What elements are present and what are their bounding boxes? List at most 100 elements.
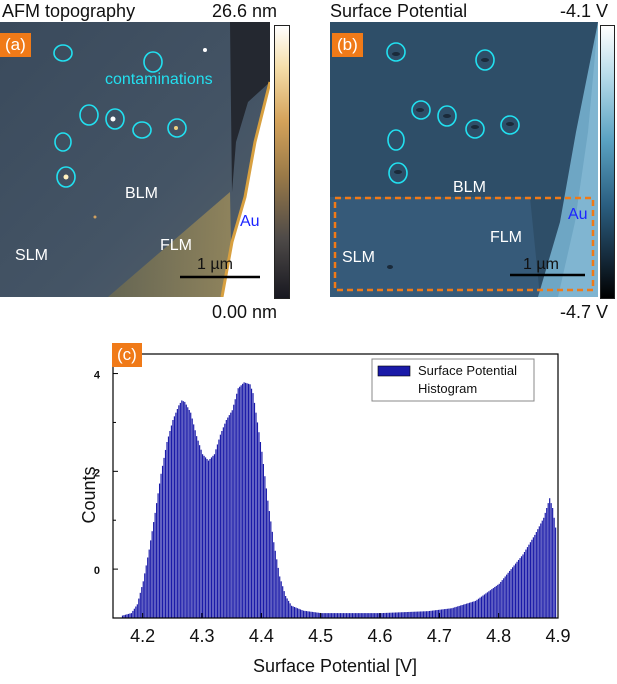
histogram-bar bbox=[387, 612, 389, 618]
histogram-bar bbox=[535, 532, 537, 618]
histogram-bar bbox=[293, 607, 296, 618]
histogram-bar bbox=[491, 589, 493, 618]
histogram-bar bbox=[461, 605, 463, 618]
histogram-bar bbox=[176, 409, 178, 618]
histogram-bar bbox=[507, 572, 509, 618]
histogram-bar bbox=[213, 454, 216, 618]
histogram-bar bbox=[151, 531, 153, 618]
histogram-bar bbox=[476, 599, 478, 618]
histogram-bar bbox=[187, 407, 189, 618]
histogram-bar bbox=[449, 608, 451, 618]
histogram-bar bbox=[221, 431, 223, 618]
histogram-bar bbox=[285, 596, 287, 618]
histogram-bar bbox=[126, 614, 128, 618]
histogram-bar bbox=[418, 611, 420, 618]
contamination-circle bbox=[387, 129, 405, 151]
histogram-bar bbox=[261, 451, 263, 618]
histogram-bar bbox=[351, 613, 353, 618]
histogram-bar bbox=[191, 418, 193, 618]
histogram-bar bbox=[216, 444, 219, 618]
histogram-bar bbox=[399, 612, 401, 618]
histogram-bar bbox=[147, 557, 149, 618]
contamination-circle bbox=[475, 49, 495, 71]
panel-b-title: Surface Potential bbox=[330, 1, 468, 21]
histogram-bar bbox=[212, 455, 214, 618]
histogram-bar bbox=[385, 612, 388, 618]
x-tick-label: 4.2 bbox=[130, 626, 155, 646]
histogram-bar bbox=[504, 576, 506, 618]
histogram-bar bbox=[388, 612, 391, 618]
histogram-bar bbox=[282, 586, 284, 618]
contamination-circle bbox=[105, 108, 125, 130]
region-slm: SLM bbox=[342, 249, 375, 266]
histogram-bar bbox=[127, 613, 130, 618]
x-tick-label: 4.6 bbox=[367, 626, 392, 646]
histogram-bar bbox=[246, 383, 248, 618]
histogram-bar bbox=[452, 607, 454, 618]
histogram-bar bbox=[277, 567, 279, 618]
scalebar-label: 1 µm bbox=[197, 256, 233, 273]
contaminations-label: contaminations bbox=[105, 71, 213, 88]
histogram-bar bbox=[550, 503, 552, 618]
histogram-bar bbox=[331, 613, 333, 618]
contamination-circle bbox=[388, 162, 408, 184]
contamination-circle bbox=[56, 166, 76, 188]
region-au: Au bbox=[240, 213, 260, 230]
histogram-bar bbox=[420, 611, 422, 618]
histogram-bar bbox=[145, 565, 147, 618]
histogram-bar bbox=[374, 613, 376, 618]
histogram-bar bbox=[250, 388, 253, 618]
histogram-bar bbox=[445, 608, 447, 618]
y-axis-ticks: 0 2 4 bbox=[94, 370, 118, 577]
histogram-bar bbox=[188, 409, 190, 618]
region-flm: FLM bbox=[490, 229, 522, 246]
histogram-bar bbox=[546, 508, 548, 618]
histogram-bar bbox=[359, 613, 361, 618]
histogram-bar bbox=[463, 604, 465, 618]
y-axis-label: Counts bbox=[79, 466, 99, 523]
histogram-bar bbox=[283, 591, 285, 618]
histogram-bar bbox=[482, 595, 484, 618]
histogram-bar bbox=[142, 581, 144, 618]
histogram-bar bbox=[317, 612, 319, 618]
histogram-bar bbox=[242, 383, 244, 618]
topography-colorbar bbox=[274, 25, 290, 299]
histogram-chart: 4.2 4.3 4.4 4.5 4.6 4.7 4.8 4.9 0 2 4 Surface Pot… bbox=[0, 340, 617, 679]
panel-a-badge: (a) bbox=[0, 33, 31, 57]
histogram-bar bbox=[215, 449, 217, 618]
histogram-bar bbox=[200, 449, 202, 618]
histogram-bar bbox=[218, 439, 220, 618]
histogram-bar bbox=[382, 612, 385, 618]
histogram-bar bbox=[480, 596, 483, 618]
histogram-bar bbox=[549, 498, 551, 618]
histogram-bar bbox=[323, 613, 325, 618]
histogram-bar bbox=[199, 445, 201, 618]
histogram-bar bbox=[390, 612, 392, 618]
histogram-bar bbox=[360, 613, 362, 618]
histogram-bar bbox=[326, 613, 328, 618]
histogram-bar bbox=[547, 503, 549, 618]
histogram-bar bbox=[304, 610, 306, 618]
histogram-bar bbox=[233, 404, 235, 618]
histogram-bar bbox=[356, 613, 358, 618]
histogram-bar bbox=[411, 611, 413, 618]
histogram-bar bbox=[258, 432, 260, 618]
scalebar-label: 1 µm bbox=[523, 256, 559, 273]
contamination-circle bbox=[143, 51, 163, 73]
histogram-bar bbox=[437, 609, 440, 618]
histogram-bar bbox=[280, 581, 282, 618]
histogram-bar bbox=[384, 612, 386, 618]
y-tick-label: 2 bbox=[94, 467, 100, 479]
histogram-bar bbox=[184, 401, 186, 618]
histogram-bar bbox=[247, 383, 250, 618]
histogram-bar bbox=[406, 612, 408, 618]
histogram-bar bbox=[488, 591, 490, 618]
x-tick-label: 4.9 bbox=[545, 626, 570, 646]
histogram-bar bbox=[270, 521, 272, 618]
histogram-bar bbox=[448, 608, 450, 618]
histogram-bar bbox=[469, 602, 471, 618]
legend-swatch bbox=[377, 365, 411, 377]
histogram-bar bbox=[279, 576, 281, 618]
histogram-bar bbox=[391, 612, 394, 618]
histogram-bar bbox=[163, 457, 165, 618]
